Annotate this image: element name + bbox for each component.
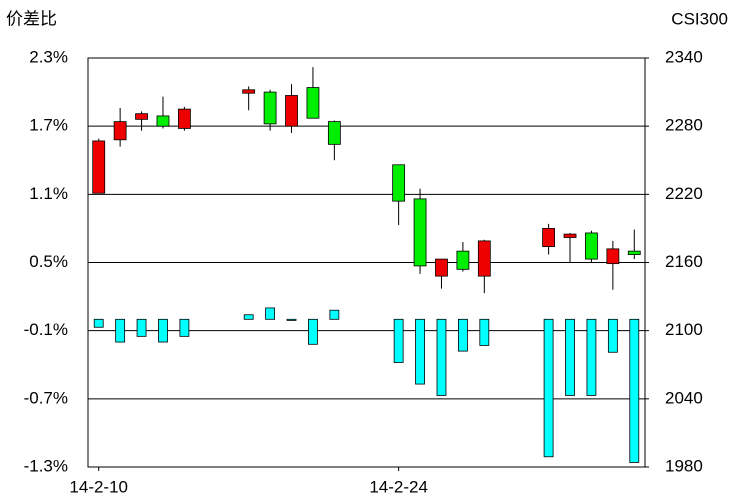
candle-body <box>392 164 406 202</box>
candle-body <box>92 140 106 194</box>
y-tick-label: -0.1% <box>24 320 68 339</box>
y2-axis-title: CSI300 <box>671 9 728 28</box>
bar <box>243 314 254 320</box>
bar <box>329 309 340 320</box>
candle-body <box>178 108 191 129</box>
bar <box>543 318 554 458</box>
candle-body <box>242 89 256 94</box>
bar <box>393 318 404 363</box>
y-tick-label: 1.7% <box>29 116 68 135</box>
y2-tick-label: 2280 <box>665 116 703 135</box>
bar <box>607 318 618 353</box>
bar <box>415 318 425 385</box>
candle-body <box>563 233 577 238</box>
candle-body <box>542 228 555 247</box>
bar <box>136 318 147 337</box>
bar <box>115 318 126 343</box>
bar <box>436 318 447 396</box>
candle-body <box>477 240 491 277</box>
y-tick-label: -0.7% <box>24 388 68 407</box>
bar <box>158 318 168 343</box>
candle-body <box>156 115 170 127</box>
y2-tick-label: 2340 <box>665 47 703 66</box>
candle-body <box>285 95 298 127</box>
bar <box>308 318 318 345</box>
bar <box>286 318 297 321</box>
candle-body <box>306 87 320 119</box>
y-tick-label: -1.3% <box>24 456 68 475</box>
candle-body <box>327 121 341 145</box>
candle-body <box>135 113 148 120</box>
candle-body <box>456 250 470 270</box>
bar <box>265 307 275 320</box>
y-tick-label: 2.3% <box>29 47 68 66</box>
candle-body <box>435 258 448 277</box>
y-tick-label: 1.1% <box>29 184 68 203</box>
bar <box>565 318 575 396</box>
bar <box>179 318 190 337</box>
candle-body <box>627 250 641 255</box>
candle-body <box>113 121 127 141</box>
candle-body <box>585 232 598 260</box>
y2-tick-label: 2100 <box>665 320 703 339</box>
y2-tick-label: 2220 <box>665 184 703 203</box>
bar <box>479 318 490 346</box>
candle-body <box>413 198 427 267</box>
candle-body <box>263 91 277 125</box>
y2-tick-label: 2160 <box>665 252 703 271</box>
x-tick-label: 14-2-10 <box>69 477 128 496</box>
y2-tick-label: 1980 <box>665 456 703 475</box>
x-tick-label: 14-2-24 <box>369 477 428 496</box>
candle-body <box>606 248 620 265</box>
y2-tick-label: 2040 <box>665 388 703 407</box>
y-tick-label: 0.5% <box>29 252 68 271</box>
bar <box>586 318 597 396</box>
bar <box>93 318 104 328</box>
bar <box>458 318 468 352</box>
bar <box>629 318 640 463</box>
y-axis-title: 价差比 <box>6 9 57 28</box>
